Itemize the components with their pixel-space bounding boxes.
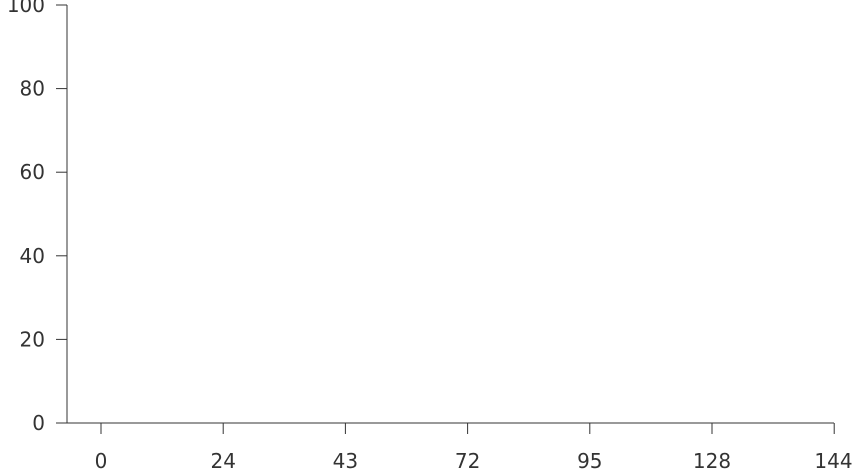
- y-tick-label: 60: [20, 160, 45, 184]
- y-tick-label: 100: [7, 0, 45, 17]
- x-tick-label: 144: [814, 449, 852, 470]
- x-tick-label: 43: [333, 449, 358, 470]
- x-tick-label: 72: [455, 449, 480, 470]
- y-tick-label: 20: [20, 327, 45, 351]
- y-tick-label: 80: [20, 77, 45, 101]
- y-axis: 0 20 40 60 80 100: [7, 0, 68, 435]
- x-tick-label: 24: [210, 449, 235, 470]
- x-tick-label: 128: [693, 449, 731, 470]
- y-tick-label: 0: [32, 411, 45, 435]
- x-tick-label: 95: [577, 449, 602, 470]
- x-axis: 0 24 43 72 95 128 144: [67, 422, 853, 470]
- y-tick-label: 40: [20, 244, 45, 268]
- x-tick-label: 0: [95, 449, 108, 470]
